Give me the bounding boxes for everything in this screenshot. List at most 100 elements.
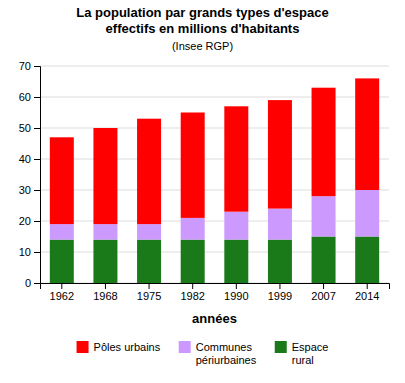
x-tick: 1962: [50, 283, 74, 302]
legend-swatch: [275, 341, 287, 353]
y-tick-mark: [34, 252, 40, 253]
bar: [355, 237, 379, 284]
legend-item: Espacerural: [275, 341, 329, 366]
x-tick-mark: [323, 283, 324, 289]
y-tick: 10: [19, 246, 40, 258]
grid-line: [40, 221, 389, 222]
bar: [50, 240, 74, 283]
legend: Pôles urbains Communespériurbaines Espacer…: [77, 341, 329, 366]
bar: [268, 209, 292, 240]
bar: [137, 224, 161, 240]
x-axis: 1962 1968 1975 1982 1990 1999 2007 2014: [41, 283, 390, 302]
legend-item: Pôles urbains: [77, 341, 161, 353]
bar: [181, 113, 205, 218]
x-tick-label: 1975: [137, 290, 161, 302]
x-tick: 1968: [93, 283, 117, 302]
x-tick: 2014: [355, 283, 379, 302]
y-tick: 30: [19, 184, 40, 196]
y-tick: 70: [19, 60, 40, 72]
y-tick-label: 50: [19, 122, 31, 134]
x-tick-label: 1990: [224, 290, 248, 302]
bar: [93, 240, 117, 283]
x-tick: 1999: [268, 283, 292, 302]
chart: La population par grands types d'espacee…: [0, 0, 405, 383]
x-tick: 1975: [137, 283, 161, 302]
x-tick-mark: [192, 283, 193, 289]
bar: [50, 137, 74, 224]
x-tick-label: 2014: [355, 290, 379, 302]
bar: [93, 128, 117, 224]
bar: [312, 88, 336, 197]
y-tick-label: 20: [19, 215, 31, 227]
y-tick-label: 40: [19, 153, 31, 165]
y-tick-mark: [34, 128, 40, 129]
bar: [93, 224, 117, 240]
x-axis-label: années: [192, 311, 237, 326]
grid-line: [40, 252, 389, 253]
legend-label: Communespériurbaines: [196, 341, 257, 366]
y-tick-label: 0: [25, 277, 31, 289]
bars: [50, 78, 379, 283]
title: La population par grands types d'espacee…: [76, 5, 328, 36]
y-tick-mark: [34, 221, 40, 222]
y-tick: 0: [25, 277, 40, 289]
grid-line: [40, 66, 389, 67]
legend-swatch: [179, 341, 191, 353]
plot: 0 10 20 30 40 50 60 70 1962 1968 1975 1982 1990 1999 2…: [19, 60, 390, 302]
bar: [268, 100, 292, 209]
x-tick-mark: [367, 283, 368, 289]
x-tick: 2007: [311, 283, 335, 302]
y-tick: 20: [19, 215, 40, 227]
x-tick-mark: [279, 283, 280, 289]
bar: [355, 190, 379, 237]
axis-line: [34, 67, 41, 284]
bar: [224, 240, 248, 283]
grid: [40, 66, 389, 283]
subtitle: (Insee RGP): [172, 40, 233, 52]
y-tick-label: 60: [19, 91, 31, 103]
y-tick-label: 30: [19, 184, 31, 196]
bar: [181, 240, 205, 283]
x-tick-mark: [236, 283, 237, 289]
bar: [181, 218, 205, 240]
y-tick-mark: [34, 190, 40, 191]
legend-label: Espacerural: [292, 341, 329, 366]
y-tick-mark: [34, 66, 40, 67]
grid-line: [40, 159, 389, 160]
bar: [137, 119, 161, 224]
x-tick-mark: [149, 283, 150, 289]
x-tick-label: 1968: [93, 290, 117, 302]
y-tick-mark: [34, 97, 40, 98]
bar: [224, 212, 248, 240]
bar: [224, 106, 248, 211]
bar: [50, 224, 74, 240]
grid-line: [40, 128, 389, 129]
x-tick-label: 1982: [180, 290, 204, 302]
y-tick: 40: [19, 153, 40, 165]
bar: [268, 240, 292, 283]
axis-line: [41, 284, 390, 290]
x-tick: 1990: [224, 283, 248, 302]
bar-series: [50, 78, 379, 224]
grid-line: [40, 97, 389, 98]
x-tick-mark: [61, 283, 62, 289]
y-tick-mark: [34, 283, 40, 284]
y-tick-mark: [34, 159, 40, 160]
legend-item: Communespériurbaines: [179, 341, 257, 366]
legend-swatch: [77, 341, 89, 353]
y-tick-label: 70: [19, 60, 31, 72]
legend-label: Pôles urbains: [94, 341, 161, 353]
bar: [312, 237, 336, 284]
bar-series: [50, 237, 379, 284]
x-tick-label: 2007: [311, 290, 335, 302]
y-tick: 50: [19, 122, 40, 134]
grid-line: [40, 190, 389, 191]
bar: [355, 78, 379, 190]
bar: [137, 240, 161, 283]
y-tick-label: 10: [19, 246, 31, 258]
x-tick: 1982: [180, 283, 204, 302]
x-tick-label: 1999: [268, 290, 292, 302]
x-tick-mark: [105, 283, 106, 289]
y-axis: 0 10 20 30 40 50 60 70: [19, 60, 41, 289]
bar: [312, 196, 336, 236]
